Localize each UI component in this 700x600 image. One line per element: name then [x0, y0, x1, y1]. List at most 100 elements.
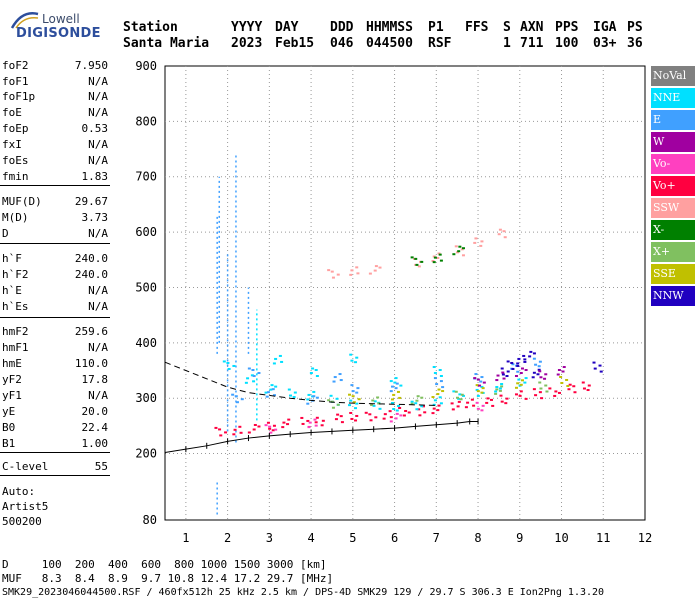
echo-point-ssw [336, 273, 340, 276]
echo-point-nnw [523, 360, 527, 363]
param-value: 0.53 [81, 122, 109, 135]
param-name: foE [2, 106, 22, 119]
echo-point-vo [340, 421, 344, 424]
echo-point-vo [313, 418, 317, 421]
echo-point-x [457, 250, 461, 253]
echo-point-nne [389, 380, 393, 383]
echo-point-e [395, 382, 399, 385]
echo-point-vo [582, 387, 586, 390]
echo-point-nne [355, 402, 359, 405]
x-tick-label: 12 [638, 531, 652, 545]
echo-point-vo [404, 409, 408, 412]
echo-point-vo [350, 417, 354, 420]
footer-muf-line: MUF 8.3 8.4 8.9 9.7 10.8 12.4 17.2 29.7 … [2, 572, 334, 585]
echo-point-vo [274, 428, 278, 431]
echo-point-x [438, 253, 442, 256]
param-name: hmE [2, 357, 22, 370]
echo-point-ssw [349, 273, 353, 276]
echo-point-w [514, 375, 518, 378]
echo-point-nne [270, 384, 274, 387]
echo-point-vo [514, 393, 518, 396]
echo-point-nne [457, 397, 461, 400]
logo-arc-icon [10, 12, 39, 29]
echo-point-nne [350, 359, 354, 362]
echo-point-x [460, 393, 464, 396]
echo-point-nnw [510, 361, 514, 364]
echo-point-vo [336, 413, 340, 416]
echo-point-w [478, 384, 482, 387]
echo-point-nne [495, 386, 499, 389]
echo-point-nne [392, 408, 396, 410]
param-value: 3.73 [81, 211, 109, 224]
echo-point-sse [441, 390, 445, 393]
echo-point-x [538, 381, 542, 384]
echo-point-e [474, 373, 478, 376]
param-name: yF1 [2, 389, 22, 402]
param-row: fxI N/A [2, 138, 108, 152]
echo-point-vo [485, 401, 489, 404]
header-value-7: 1 [503, 36, 511, 51]
legend-item-vo: Vo+ [651, 176, 695, 196]
echo-point-nne [349, 399, 353, 402]
echo-point-vo [407, 411, 411, 414]
echo-point-e [251, 369, 255, 372]
echo-point-nne [314, 369, 318, 372]
param-name: B0 [2, 421, 16, 434]
echo-point-x [495, 388, 499, 391]
param-row: foF1p N/A [2, 90, 108, 104]
echo-point-nne [438, 369, 442, 372]
header-label-7: S [503, 20, 511, 35]
echo-point-vo [436, 409, 440, 412]
param-name: foF2 [2, 59, 29, 72]
param-value: 55 [94, 460, 108, 473]
echo-point-nne [315, 375, 319, 378]
echo-point-nne [348, 404, 352, 407]
echo-point-vo [281, 426, 285, 429]
echo-point-vo [534, 394, 538, 397]
echo-point-ssw [461, 254, 465, 257]
param-name: h`F [2, 252, 22, 265]
echo-point-vo [432, 407, 436, 410]
echo-point-x [420, 260, 424, 263]
echo-point-nnw [592, 361, 596, 364]
echo-point-x [414, 257, 418, 260]
echo-point-ssw [473, 241, 477, 244]
param-divider [0, 243, 110, 244]
echo-point-vo [264, 424, 268, 427]
echo-point-ssw [374, 265, 378, 268]
echo-point-nne [252, 380, 256, 383]
x-tick-label: 6 [391, 531, 398, 545]
echo-point-nne [264, 391, 268, 394]
param-divider [0, 452, 110, 453]
echo-point-e [480, 376, 484, 379]
echo-point-x [410, 402, 414, 405]
header-label-0: Station [123, 20, 178, 35]
echo-point-ssw [437, 252, 441, 255]
echo-point-w [476, 378, 480, 381]
echo-point-nne [232, 364, 236, 367]
echo-point-sse [357, 398, 361, 401]
echo-point-ssw [373, 269, 377, 272]
x-tick-label: 9 [516, 531, 523, 545]
echo-point-vo [472, 404, 476, 407]
echo-point-nne [226, 361, 230, 364]
param-name: h`E [2, 284, 22, 297]
echo-point-vo [476, 407, 480, 410]
param-row: yE 20.0 [2, 405, 108, 419]
param-name: hmF1 [2, 341, 29, 354]
param-value: 240.0 [74, 252, 108, 265]
echo-point-vo [349, 411, 353, 414]
header-label-10: IGA [593, 20, 617, 35]
legend-item-w: W [651, 132, 695, 152]
echo-point-ssw [327, 269, 331, 272]
echo-point-vo [232, 433, 236, 436]
echo-point-nne [390, 402, 394, 404]
echo-point-vo [382, 417, 386, 420]
echo-point-e [234, 395, 238, 398]
echo-point-nne [393, 381, 397, 384]
x-tick-label: 10 [554, 531, 568, 545]
echo-point-vo [456, 405, 460, 408]
echo-point-e [394, 387, 398, 390]
echo-point-vo [451, 408, 455, 411]
echo-point-nne [278, 354, 282, 357]
